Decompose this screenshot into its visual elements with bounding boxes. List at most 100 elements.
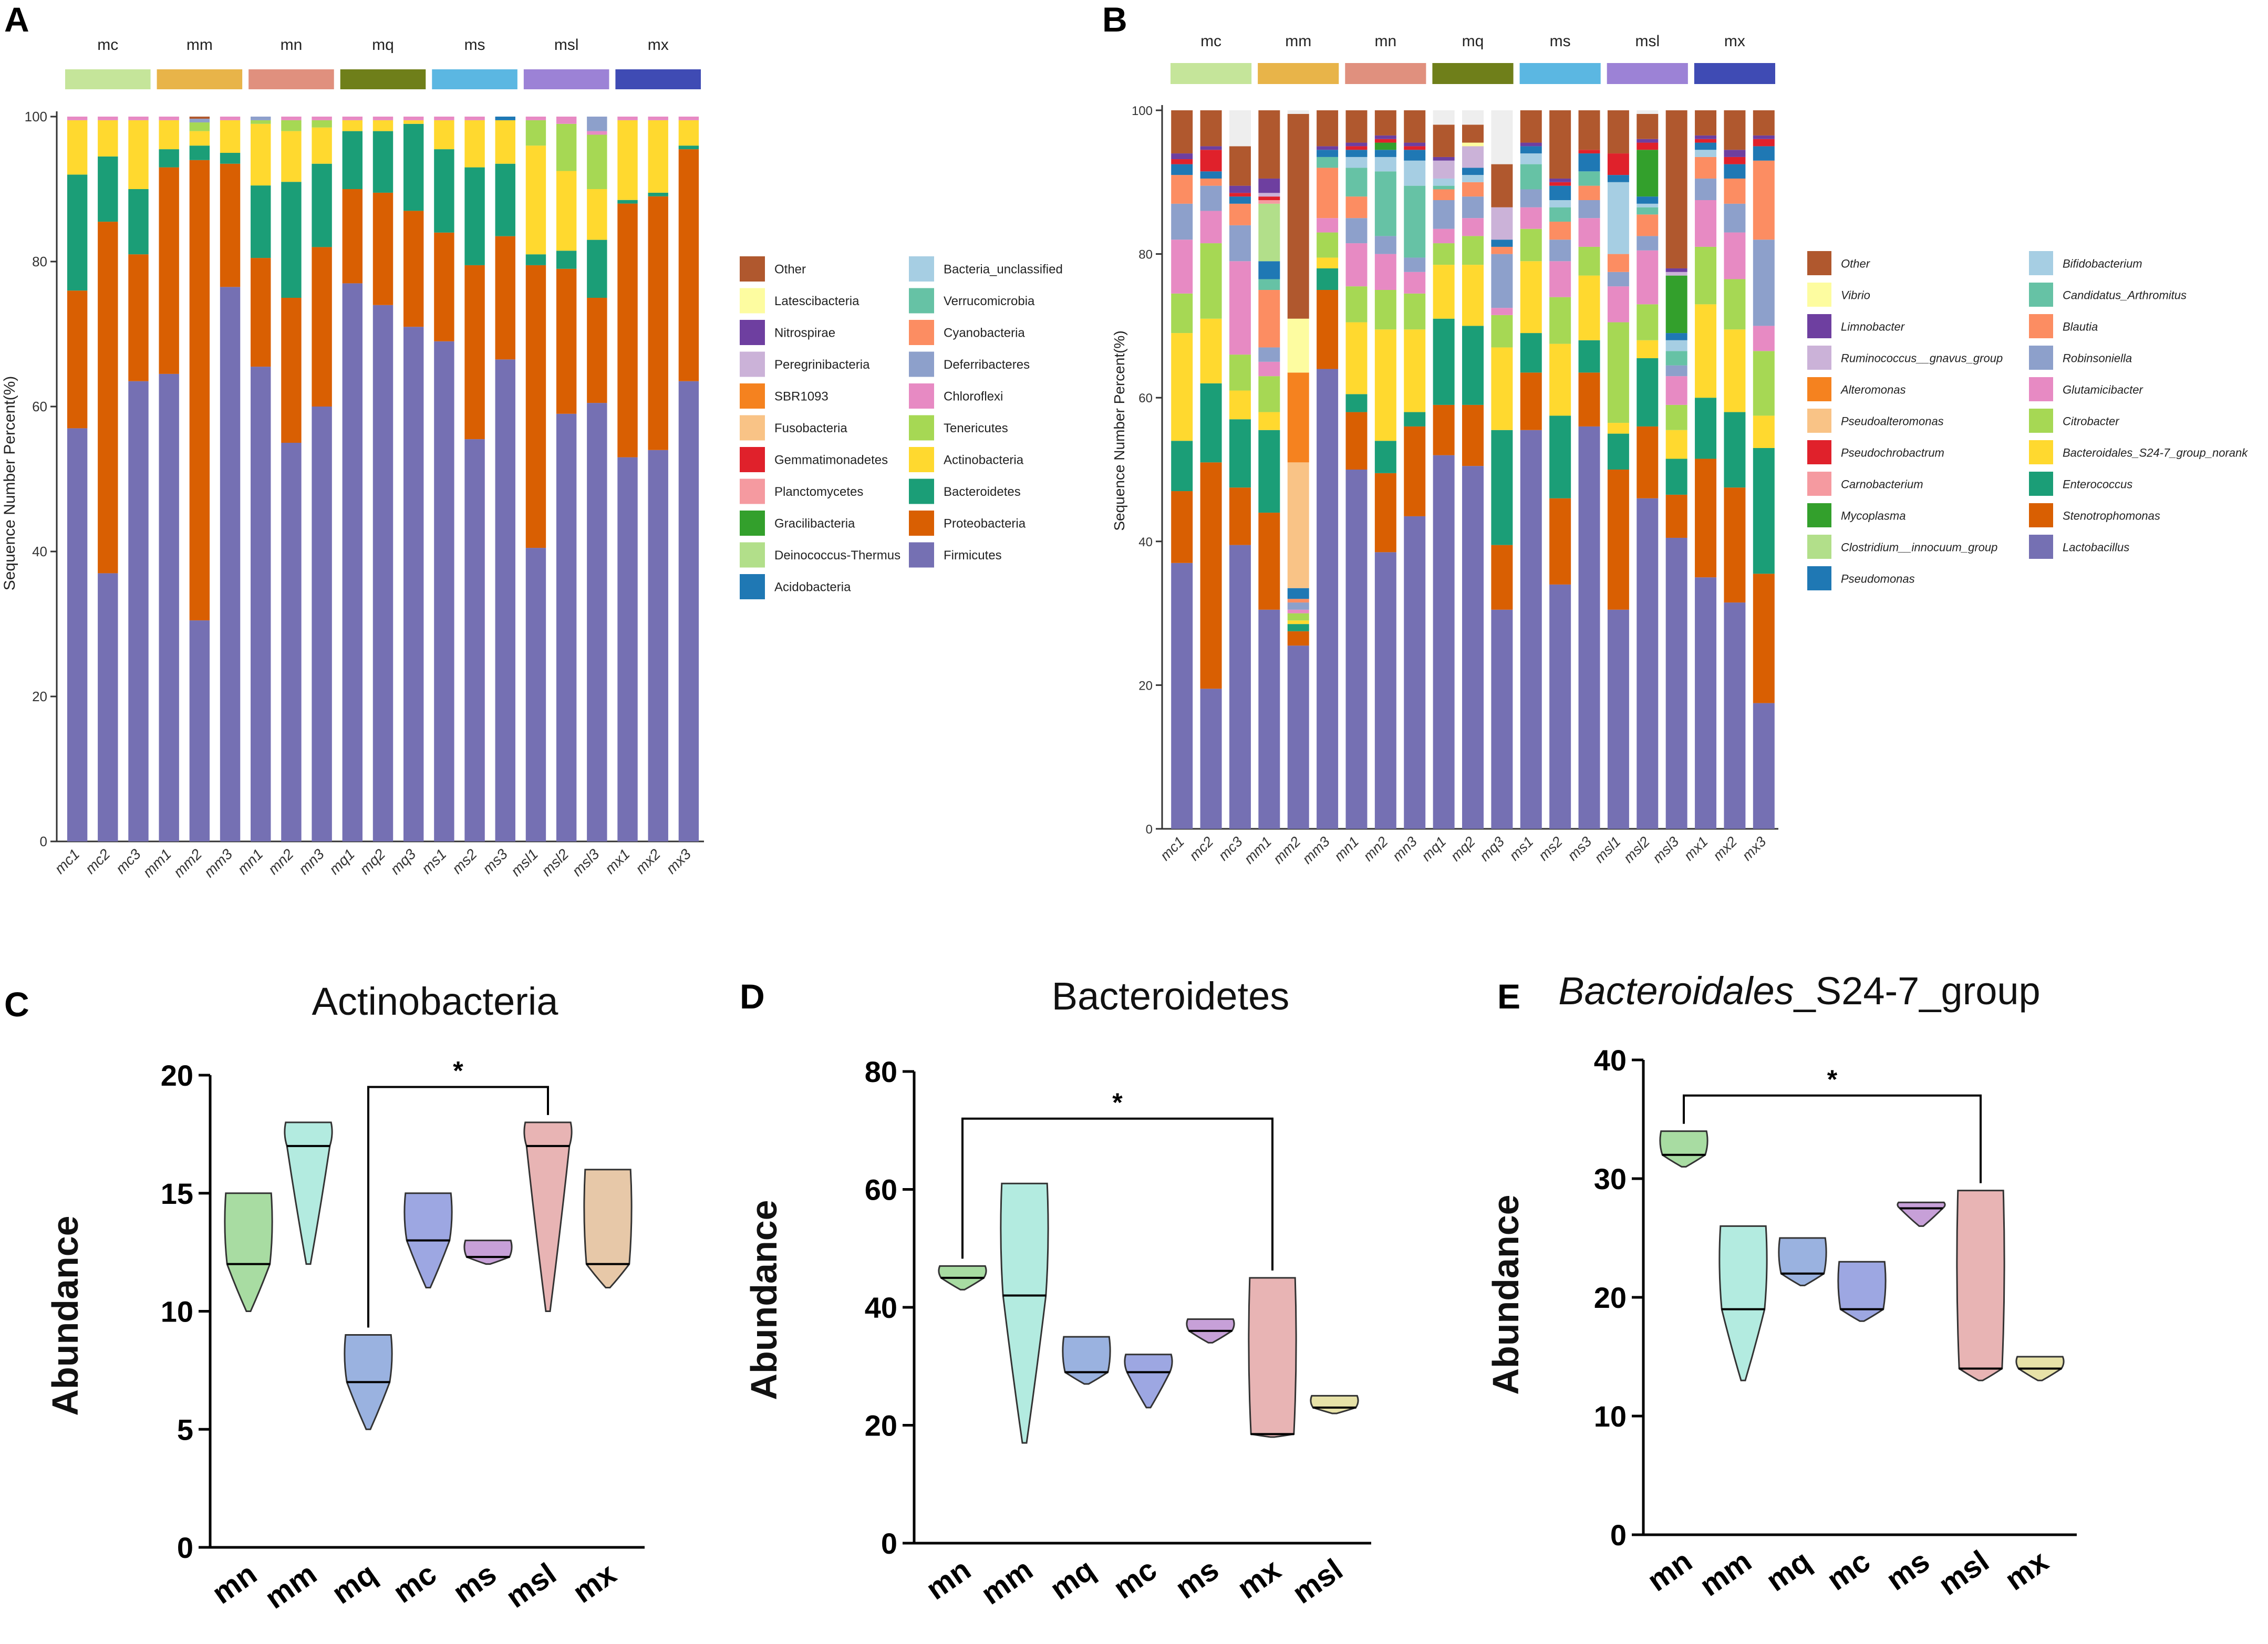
panel-letter-d: D: [740, 977, 765, 1016]
panel-b-legend-swatch-enterococcus: [2029, 472, 2053, 496]
panel-c-y-axis-label: Abundance: [45, 1215, 86, 1416]
panel-a-bar-ms3-firmicutes: [495, 359, 515, 841]
panel-e-title-italic: Bacteroidales: [1558, 969, 1794, 1013]
panel-a-bar-mq2-bacteroidetes: [372, 131, 393, 193]
panel-b-bar-mc1-pseudomonas: [1171, 164, 1193, 175]
panel-b-bar-msl2-glutamicibacter: [1637, 250, 1659, 305]
panel-a-bar-mn2-tenericutes: [281, 120, 302, 131]
panel-b-bar-ms1-other: [1520, 110, 1542, 143]
panel-b-bar-mq1-bifidobacterium: [1433, 178, 1455, 186]
panel-b-bar-msl2-enterococcus: [1637, 358, 1659, 426]
panel-b-legend-swatch-ruminococcus-gnavus-group: [1807, 346, 1831, 370]
panel-b-y-tick-label: 40: [1138, 535, 1153, 549]
panel-b-legend-swatch-pseudochrobactrum: [1807, 440, 1831, 464]
panel-b-bar-mc3-other: [1229, 146, 1251, 186]
panel-b-bar-msl2-blautia: [1637, 214, 1659, 236]
panel-b-bar-mx3-pseudomonas: [1753, 146, 1775, 161]
panel-a-legend-label-planctomycetes: Planctomycetes: [774, 485, 863, 499]
panel-b-bar-msl1-blautia: [1607, 254, 1629, 272]
panel-b-legend-label-pseudochrobactrum: Pseudochrobactrum: [1841, 446, 1944, 459]
panel-a-bar-mq3-chloroflexi: [403, 117, 424, 120]
panel-b-bar-mm3-lactobacillus: [1317, 369, 1339, 829]
panel-a-bar-msl2-actinobacteria: [556, 171, 577, 251]
panel-a-bar-mx1-chloroflexi: [617, 117, 638, 120]
panel-b-bar-ms1-pseudomonas: [1520, 146, 1542, 154]
panel-c-y-tick-label: 10: [161, 1295, 193, 1328]
panel-a-legend-swatch-tenericutes: [909, 415, 934, 441]
panel-a-bar-mx2-bacteroidetes: [648, 192, 668, 196]
panel-b-bar-mm3-candidatus-arthromitus: [1317, 157, 1339, 168]
panel-a-bar-mq3-bacteroidetes: [403, 123, 424, 211]
panel-a-legend-swatch-deinococcus-thermus: [740, 542, 765, 568]
panel-e-significance-bracket: [1683, 1094, 1982, 1183]
panel-b-bar-ms2-enterococcus: [1549, 415, 1571, 498]
panel-a-bar-mn1-proteobacteria: [251, 258, 271, 367]
panel-a-y-tick-label: 60: [32, 399, 47, 414]
panel-b-bar-mq1-bacteroidales-s24-7-group-norank: [1433, 265, 1455, 319]
panel-b-bar-mq2-remainder: [1462, 110, 1484, 125]
panel-b-bar-mc3-blautia: [1229, 203, 1251, 225]
panel-b-bar-mc1-enterococcus: [1171, 441, 1193, 492]
panel-b-bar-mx2-stenotrophomonas: [1724, 487, 1746, 603]
panel-a-group-bar-mc: [65, 69, 151, 89]
panel-d-y-tick-label: 80: [865, 1055, 897, 1088]
panel-b-bar-mx1-other: [1695, 110, 1717, 136]
panel-a-bar-mm1-chloroflexi: [159, 117, 179, 120]
panel-letter-b: B: [1102, 0, 1127, 39]
panel-d-violin-msl: [1310, 1395, 1359, 1414]
panel-a-bar-mq1-chloroflexi: [342, 117, 363, 120]
panel-c-violin-ms: [463, 1240, 513, 1265]
panel-e-y-tick-label: 20: [1594, 1281, 1627, 1314]
panel-b-bar-mm1-other: [1258, 110, 1280, 179]
panel-b-bar-msl2-bifidobacterium: [1637, 203, 1659, 207]
panel-b-bar-mq2-blautia: [1462, 182, 1484, 197]
panel-b-bar-mx1-stenotrophomonas: [1695, 459, 1717, 578]
panel-b-bar-ms2-stenotrophomonas: [1549, 498, 1571, 585]
panel-b-bar-mx2-enterococcus: [1724, 412, 1746, 488]
panel-b-bar-mq2-stenotrophomonas: [1462, 404, 1484, 466]
panel-b-bar-mm1-ruminococcus-gnavus-group: [1258, 193, 1280, 197]
panel-b-bar-mc2-blautia: [1200, 178, 1222, 186]
panel-b-bar-mc1-citrobacter: [1171, 293, 1193, 334]
panel-b-bar-ms3-pseudomonas: [1578, 153, 1600, 172]
panel-b-legend-label-ruminococcus-gnavus-group: Ruminococcus__gnavus_group: [1841, 351, 2003, 365]
panel-b-bar-msl1-robinsoniella: [1607, 272, 1629, 287]
panel-a-bar-mq1-firmicutes: [342, 283, 363, 841]
panel-a-bar-msl3-proteobacteria: [587, 298, 607, 403]
panel-a-bar-ms2-proteobacteria: [464, 265, 485, 440]
panel-b-group-label-ms: ms: [1550, 33, 1571, 50]
panel-a-legend-label-sbr1093: SBR1093: [774, 390, 829, 404]
panel-b-bar-mc1-robinsoniella: [1171, 203, 1193, 240]
panel-a-bar-mc1-actinobacteria: [67, 120, 88, 175]
panel-b-bar-mq2-enterococcus: [1462, 326, 1484, 405]
panel-d-significance-star: *: [1112, 1088, 1123, 1117]
panel-a-legend-swatch-planctomycetes: [740, 478, 765, 504]
panel-e-violin-mm: [1718, 1225, 1768, 1381]
panel-b-bar-msl2-stenotrophomonas: [1637, 426, 1659, 498]
panel-a-legend-swatch-peregrinibacteria: [740, 351, 765, 377]
panel-b-bar-mx1-robinsoniella: [1695, 178, 1717, 200]
panel-a-group-label-msl: msl: [554, 36, 579, 54]
panel-c-significance-star: *: [453, 1056, 463, 1085]
panel-b-bar-mx2-blautia: [1724, 178, 1746, 204]
panel-b-bar-mq1-limnobacter: [1433, 157, 1455, 161]
panel-b-group-bar-msl: [1607, 63, 1688, 84]
panel-b-bar-mx1-lactobacillus: [1695, 577, 1717, 829]
panel-a-bar-msl3-chloroflexi: [587, 131, 607, 135]
panel-b-bar-mc3-pseudochrobactrum: [1229, 193, 1251, 197]
panel-b-y-tick-label: 0: [1146, 823, 1153, 837]
panel-b-bar-mx3-limnobacter: [1753, 135, 1775, 139]
panel-b-bar-mn1-lactobacillus: [1345, 470, 1368, 829]
panel-a-bar-mm3-firmicutes: [220, 287, 241, 841]
panel-a-legend-swatch-latescibacteria: [740, 288, 765, 314]
panel-a-bar-mx1-proteobacteria: [617, 203, 638, 457]
panel-b-bar-mx3-lactobacillus: [1753, 703, 1775, 829]
panel-a-bar-mc2-actinobacteria: [98, 120, 118, 157]
panel-a-bar-ms2-actinobacteria: [464, 120, 485, 168]
panel-e-title-rest: _S24-7_group: [1793, 969, 2041, 1013]
panel-b-bar-msl1-glutamicibacter: [1607, 286, 1629, 322]
panel-a-bar-mq3-actinobacteria: [403, 120, 424, 124]
panel-a-y-tick-label: 0: [40, 834, 47, 849]
panel-a-stacked-bar-chart: Sequence Number Percent(%) 0 20 40 60 80 100 m…: [1, 36, 1063, 880]
panel-a-bar-ms2-chloroflexi: [464, 117, 485, 120]
